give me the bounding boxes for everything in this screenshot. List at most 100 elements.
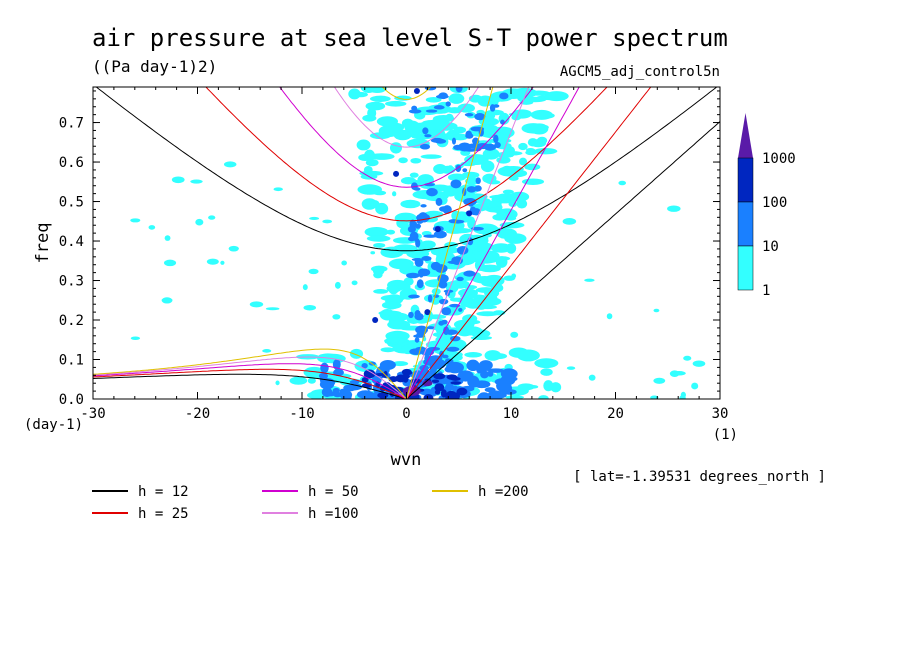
contour-level-1 [502, 151, 523, 156]
contour-level-1 [505, 395, 525, 399]
contour-level-1 [478, 236, 489, 241]
contour-level-1 [534, 358, 559, 369]
y-unit-label: (day-1) [24, 417, 83, 433]
contour-level-1 [465, 177, 480, 185]
contour-level-10 [456, 246, 469, 255]
contour-level-10 [442, 354, 449, 359]
contour-level-1 [373, 271, 383, 279]
colorbar-swatch [737, 157, 754, 203]
contour-level-100 [434, 383, 445, 392]
contour-level-1 [275, 380, 280, 386]
contour-level-1 [322, 219, 333, 224]
contour-level-1 [195, 218, 204, 226]
contour-level-1 [429, 280, 440, 286]
contour-level-1 [584, 278, 595, 282]
contour-level-10 [411, 258, 424, 262]
y-axis: 0.0 0.1 0.2 0.3 0.4 0.5 0.6 0.7 [59, 90, 720, 408]
contour-level-1 [425, 96, 442, 103]
contour-level-1 [148, 225, 156, 230]
contour-level-100 [448, 391, 453, 395]
chart-title: air pressure at sea level S-T power spec… [92, 24, 728, 52]
contour-level-1 [386, 301, 398, 310]
contour-level-1 [309, 216, 320, 220]
contour-level-10 [438, 92, 448, 100]
contour-level-1 [508, 175, 519, 181]
contour-level-10 [453, 144, 463, 151]
contour-level-1 [477, 297, 502, 306]
contour-level-1 [370, 251, 376, 255]
contour-level-1 [368, 153, 395, 160]
contour-level-1 [543, 380, 554, 392]
contour-level-1 [538, 395, 549, 399]
contour-level-1 [362, 114, 377, 122]
contour-level-1 [130, 336, 141, 341]
contour-level-1 [348, 88, 361, 100]
contour-level-1 [394, 95, 412, 101]
contour-level-10 [427, 294, 433, 303]
contour-level-1 [365, 101, 386, 111]
colorbar-swatch [737, 245, 754, 291]
x-tick-label: 0 [402, 406, 410, 422]
contour-level-1 [370, 265, 388, 273]
contour-level-1 [443, 185, 458, 197]
contour-level-10 [476, 362, 491, 372]
contour-level-10 [443, 326, 450, 336]
contour-level-1 [403, 283, 411, 291]
contour-level-10 [425, 109, 438, 113]
contour-level-10 [333, 391, 342, 398]
contour-level-1 [691, 382, 699, 390]
contour-level-1 [453, 126, 467, 134]
contour-level-10 [426, 188, 438, 197]
colorbar-label: 100 [762, 195, 787, 211]
rossby-curve [93, 356, 407, 399]
contour-level-1 [525, 149, 537, 156]
contour-level-1 [367, 87, 387, 94]
contour-level-1 [502, 189, 514, 194]
colorbar: 1 10 100 1000 [737, 113, 796, 299]
contour-level-1 [388, 258, 414, 270]
contour-level-1 [464, 352, 483, 358]
gravity-curve [205, 87, 608, 222]
contour-level-100 [425, 396, 431, 399]
x-axis-label: wvn [391, 450, 422, 470]
contour-level-10 [474, 113, 486, 121]
contour-level-1 [228, 245, 239, 252]
contour-level-1 [516, 349, 540, 362]
contour-level-100 [440, 389, 447, 398]
contour-level-10 [495, 392, 507, 399]
contour-level-100 [382, 382, 391, 387]
contour-level-10 [424, 87, 437, 91]
contour-level-1 [464, 285, 478, 290]
contour-level-1 [487, 95, 503, 103]
contour-level-1 [380, 294, 406, 302]
contour-level-10 [465, 133, 474, 139]
legend-label: h = 12 [138, 484, 189, 500]
contour-level-10 [414, 309, 421, 318]
contour-level-1 [495, 256, 508, 268]
contour-level-1 [161, 297, 173, 304]
x-unit-label: (1) [713, 427, 738, 443]
contour-level-1 [496, 156, 511, 164]
contour-level-10 [456, 276, 464, 282]
contour-level-1 [334, 281, 341, 289]
contour-level-1000 [402, 386, 421, 397]
contour-level-100 [372, 317, 379, 324]
contour-level-10 [499, 92, 509, 100]
contour-level-10 [477, 392, 491, 399]
contour-level-1 [206, 258, 219, 265]
kelvin-curve [406, 87, 530, 399]
contour-level-1 [505, 216, 517, 221]
contour-level-1 [461, 171, 480, 179]
contour-level-1 [273, 187, 283, 192]
contour-level-10 [408, 109, 422, 114]
contour-level-1 [524, 163, 541, 171]
legend: h = 12 h = 25 h = 50 h =100 h =200 [92, 484, 529, 522]
contour-level-1 [392, 361, 409, 367]
contour-level-10 [418, 268, 425, 278]
contour-level-100 [393, 170, 400, 177]
contour-level-10 [480, 370, 489, 379]
contour-level-10 [379, 360, 396, 370]
contour-level-10 [489, 104, 496, 112]
y-tick-label: 0.5 [59, 195, 84, 211]
legend-label: h = 25 [138, 506, 189, 522]
